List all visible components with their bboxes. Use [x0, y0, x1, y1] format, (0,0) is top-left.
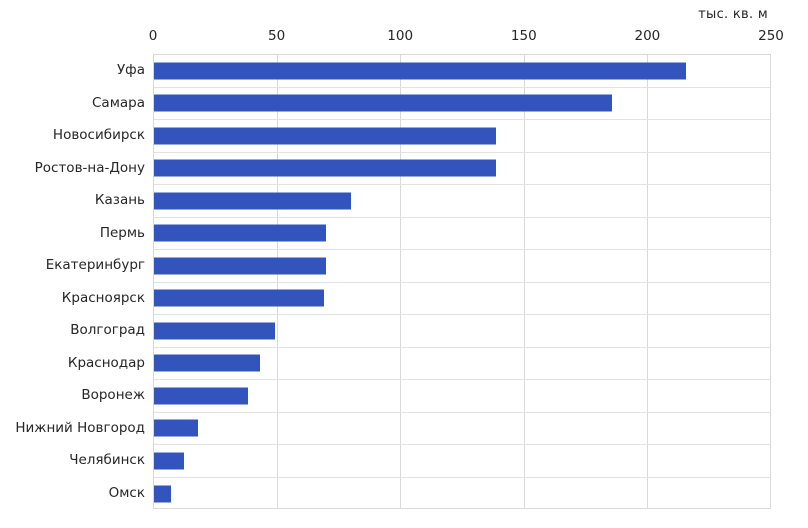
bar — [154, 257, 327, 275]
vertical-gridline — [646, 55, 648, 508]
category-label: Воронеж — [81, 387, 145, 404]
bar — [154, 452, 184, 470]
bar — [154, 224, 327, 242]
bar — [154, 192, 352, 210]
vertical-gridline — [400, 55, 402, 508]
bar-row — [154, 348, 770, 380]
category-label: Екатеринбург — [45, 257, 145, 274]
x-axis-title: тыс. кв. м — [698, 7, 768, 22]
bar — [154, 322, 275, 340]
bar-row — [154, 153, 770, 185]
bar-row — [154, 88, 770, 120]
vertical-gridline — [523, 55, 525, 508]
bar — [154, 485, 172, 503]
bar-row — [154, 283, 770, 315]
x-tick-label: 200 — [634, 28, 661, 44]
bar — [154, 289, 325, 307]
category-label: Красноярск — [61, 289, 145, 306]
x-tick-label: 0 — [148, 28, 158, 44]
bar — [154, 419, 199, 437]
bar-row — [154, 413, 770, 445]
bar-row — [154, 445, 770, 478]
bar-row — [154, 218, 770, 250]
vertical-gridline — [277, 55, 279, 508]
bar-row — [154, 380, 770, 413]
category-label: Нижний Новгород — [15, 419, 145, 436]
category-axis-labels: Уфа Самара Новосибирск Ростов-на-Дону Казань… — [0, 54, 145, 509]
category-label: Новосибирск — [52, 127, 145, 144]
x-tick-label: 250 — [758, 28, 784, 44]
bar — [154, 127, 497, 145]
bar — [154, 354, 260, 372]
bar-row — [154, 315, 770, 348]
category-label: Пермь — [99, 224, 145, 241]
x-tick-label: 50 — [268, 28, 286, 44]
bar — [154, 387, 248, 405]
bar-row — [154, 250, 770, 283]
bar — [154, 159, 497, 177]
plot-area — [153, 54, 771, 509]
bar — [154, 94, 613, 112]
x-axis-tick-labels: 0 50 100 150 200 250 — [149, 28, 784, 44]
bar-row — [154, 185, 770, 218]
category-label: Челябинск — [69, 452, 145, 469]
bar — [154, 62, 687, 80]
bar-row — [154, 478, 770, 511]
category-label: Ростов-на-Дону — [34, 159, 145, 176]
bar-row — [154, 120, 770, 153]
category-label: Уфа — [116, 62, 145, 79]
category-label: Омск — [108, 484, 145, 501]
category-label: Казань — [94, 192, 145, 209]
category-label: Краснодар — [67, 354, 145, 371]
category-label: Самара — [92, 94, 145, 111]
x-tick-label: 150 — [510, 28, 537, 44]
x-tick-label: 100 — [387, 28, 414, 44]
category-label: Волгоград — [70, 322, 145, 339]
bar-row — [154, 55, 770, 88]
